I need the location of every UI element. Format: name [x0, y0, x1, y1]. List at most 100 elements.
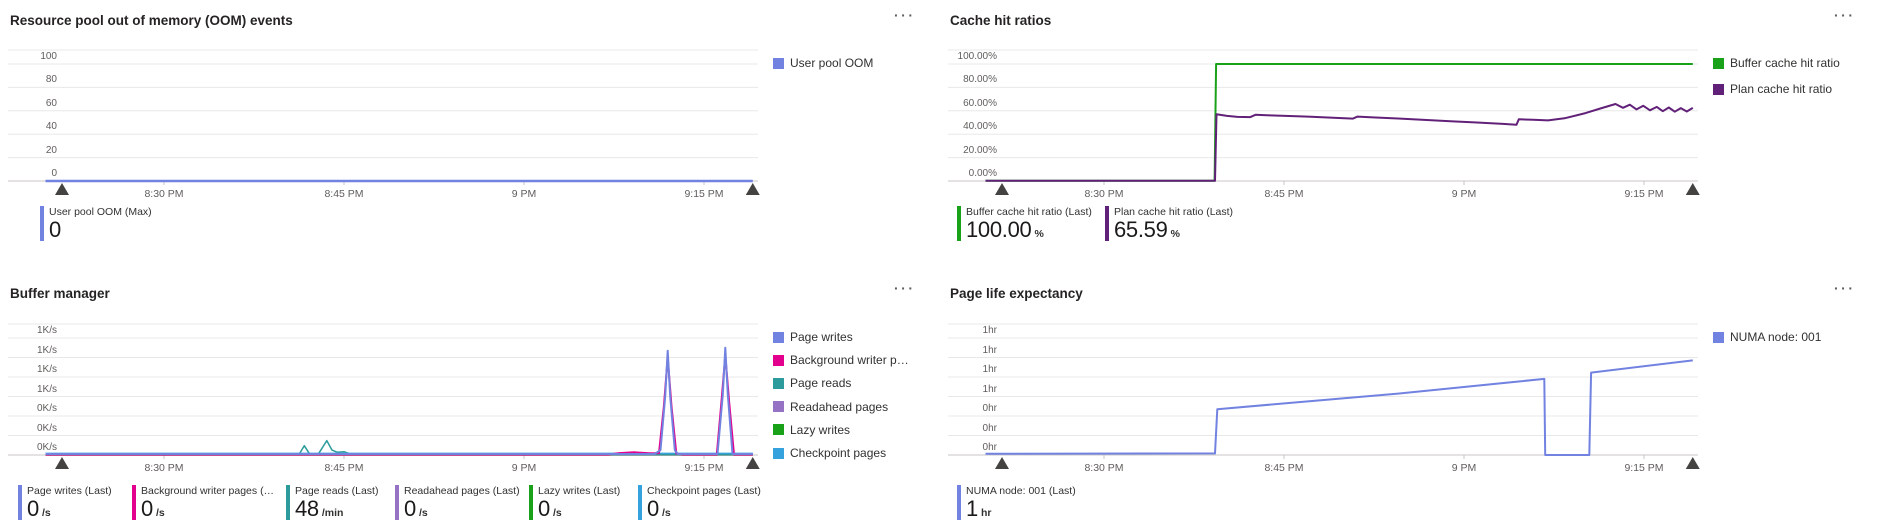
time-brush-handle-left[interactable] [55, 183, 69, 195]
stat-color-bar [1105, 206, 1109, 241]
y-axis-tick-label: 0K/s [36, 403, 57, 414]
legend-swatch-icon [773, 331, 784, 343]
time-brush-handle-right[interactable] [745, 457, 760, 469]
panel-menu-oom-events[interactable]: ··· [894, 7, 916, 23]
stat-label: Buffer cache hit ratio (Last) [966, 206, 1092, 218]
stat-label: NUMA node: 001 (Last) [966, 485, 1076, 497]
time-brush-handle-left[interactable] [995, 183, 1009, 195]
x-axis-time-label: 9:15 PM [684, 188, 724, 200]
legend-swatch-icon [773, 424, 784, 436]
x-axis-time-label: 8:30 PM [144, 462, 184, 474]
panel-title-cache-hit-ratios: Cache hit ratios [950, 13, 1052, 28]
panel-title-oom-events: Resource pool out of memory (OOM) events [10, 13, 293, 28]
legend-item-plan-cache-hit-ratio[interactable]: Plan cache hit ratio [1713, 82, 1832, 96]
time-brush-handle-right[interactable] [745, 183, 760, 195]
x-axis-time-label: 9:15 PM [1624, 462, 1664, 474]
y-axis-tick-label: 40.00% [963, 121, 997, 133]
legend-item-background-writer-p-[interactable]: Background writer p… [773, 353, 909, 367]
legend-item-numa-node-001[interactable]: NUMA node: 001 [1713, 330, 1821, 344]
legend-item-user-pool-oom[interactable]: User pool OOM [773, 56, 873, 70]
y-axis-tick-label: 80 [45, 74, 57, 86]
panel-menu-cache-hit-ratios[interactable]: ··· [1834, 7, 1856, 23]
stat-unit: /s [155, 507, 165, 519]
stat-value: 100.00% [966, 217, 1044, 242]
legend-item-page-writes[interactable]: Page writes [773, 330, 853, 344]
panel-menu-buffer-manager[interactable]: ··· [894, 280, 916, 296]
x-axis-time-label: 9 PM [511, 188, 537, 200]
legend-label: Background writer p… [790, 353, 909, 368]
stat-value: 0/s [141, 496, 165, 521]
stat-label: Lazy writes (Last) [538, 485, 621, 497]
y-axis-tick-label: 1hr [982, 325, 997, 336]
legend-label: Readahead pages [790, 399, 889, 414]
stat-label: User pool OOM (Max) [49, 206, 152, 218]
stat-color-bar [638, 485, 642, 520]
x-axis-time-label: 9 PM [511, 462, 537, 474]
legend-label: Page reads [790, 376, 852, 391]
x-axis-time-label: 8:30 PM [144, 188, 184, 200]
x-axis-time-label: 9:15 PM [684, 462, 724, 474]
x-axis-time-label: 8:45 PM [324, 462, 364, 474]
series-line-page-writes [45, 346, 753, 455]
stat-value: 0/s [27, 496, 51, 521]
y-axis-tick-label: 0hr [982, 422, 997, 434]
y-axis-tick-label: 1K/s [36, 364, 57, 375]
series-line-plan-cache-hit-ratio [985, 103, 1694, 182]
stat-value: 1 hr [966, 496, 992, 521]
stat-label: Readahead pages (Last) [404, 485, 520, 497]
series-line-background-writer-pages [45, 354, 753, 456]
y-axis-tick-label: 60 [45, 97, 57, 109]
y-axis-tick-label: 40 [45, 121, 57, 133]
x-axis-time-label: 8:45 PM [1264, 462, 1304, 474]
legend-item-lazy-writes[interactable]: Lazy writes [773, 423, 850, 437]
panel-menu-page-life-expectancy[interactable]: ··· [1834, 280, 1856, 296]
x-axis-time-label: 9 PM [1451, 188, 1477, 200]
stat-unit: /min [321, 507, 344, 519]
x-axis-time-label: 9:15 PM [1624, 188, 1664, 200]
y-axis-tick-label: 100.00% [957, 51, 997, 62]
y-axis-tick-label: 0K/s [36, 422, 57, 434]
stat-color-bar [40, 206, 44, 241]
x-axis-time-label: 8:30 PM [1084, 188, 1124, 200]
y-axis-tick-label: 20 [45, 144, 57, 156]
legend-label: NUMA node: 001 [1730, 330, 1822, 344]
legend-item-checkpoint-pages[interactable]: Checkpoint pages [773, 446, 886, 460]
y-axis-tick-label: 20.00% [963, 144, 997, 156]
legend-swatch-icon [773, 57, 784, 69]
time-brush-handle-left[interactable] [55, 457, 69, 469]
stat-color-bar [132, 485, 136, 520]
y-axis-tick-label: 100 [40, 51, 57, 62]
x-axis-time-label: 8:45 PM [1264, 188, 1304, 200]
y-axis-tick-label: 1hr [982, 344, 997, 356]
legend-swatch-icon [773, 354, 784, 366]
y-axis-tick-label: 60.00% [963, 97, 997, 109]
legend-swatch-icon [773, 377, 784, 389]
stat-color-bar [957, 485, 961, 520]
legend-item-readahead-pages[interactable]: Readahead pages [773, 400, 888, 414]
time-brush-handle-right[interactable] [1685, 183, 1700, 195]
legend-item-page-reads[interactable]: Page reads [773, 376, 851, 390]
legend-label: Page writes [790, 330, 853, 344]
legend-swatch-icon [1713, 331, 1724, 343]
stat-value: 0/s [647, 496, 671, 521]
stat-color-bar [395, 485, 399, 520]
legend-swatch-icon [773, 401, 784, 413]
panel-title-page-life-expectancy: Page life expectancy [950, 286, 1083, 301]
legend-label: Lazy writes [790, 422, 851, 437]
x-axis-time-label: 8:45 PM [324, 188, 364, 200]
stat-unit: % [1034, 228, 1044, 240]
legend-label: Buffer cache hit ratio [1730, 56, 1840, 70]
y-axis-tick-label: 1hr [982, 364, 997, 375]
stat-label: Background writer pages (… [141, 485, 275, 497]
stat-value: 65.59% [1114, 217, 1180, 242]
y-axis-tick-label: 0hr [982, 442, 997, 453]
stat-value: 48/min [295, 496, 344, 521]
x-axis-time-label: 8:30 PM [1084, 462, 1124, 474]
time-brush-handle-right[interactable] [1685, 457, 1700, 469]
y-axis-tick-label: 80.00% [963, 74, 997, 86]
legend-item-buffer-cache-hit-ratio[interactable]: Buffer cache hit ratio [1713, 56, 1840, 70]
legend-label: Checkpoint pages [790, 446, 887, 460]
time-brush-handle-left[interactable] [995, 457, 1009, 469]
